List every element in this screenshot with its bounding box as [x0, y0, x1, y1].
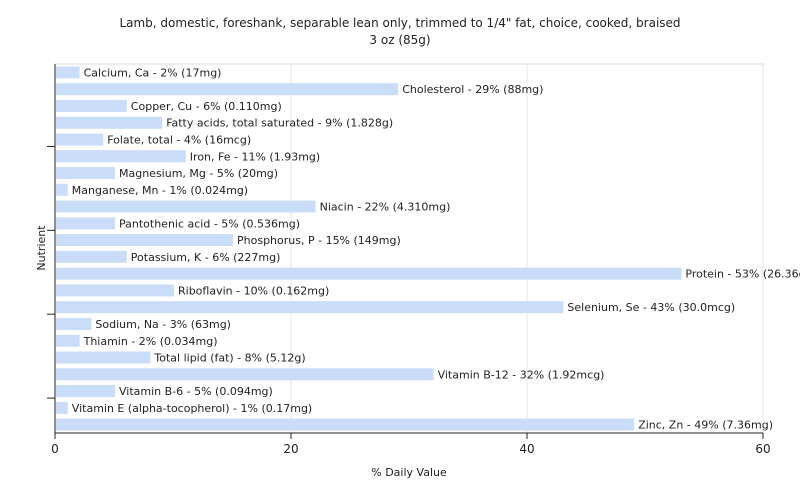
bar-label: Calcium, Ca - 2% (17mg) [84, 66, 222, 79]
bar [56, 385, 115, 398]
x-axis-title: % Daily Value [371, 466, 447, 479]
bar [56, 133, 104, 146]
bar-label: Manganese, Mn - 1% (0.024mg) [72, 184, 248, 197]
bar-label: Thiamin - 2% (0.034mg) [83, 335, 218, 348]
bar [56, 200, 316, 213]
bar-label: Iron, Fe - 11% (1.93mg) [190, 150, 320, 163]
bar [56, 183, 68, 196]
bar [56, 401, 68, 414]
bar [56, 301, 564, 314]
bar-label: Copper, Cu - 6% (0.110mg) [131, 100, 282, 113]
bar [56, 167, 115, 180]
bar-label: Vitamin B-12 - 32% (1.92mcg) [438, 368, 605, 381]
bar-label: Fatty acids, total saturated - 9% (1.828… [166, 117, 393, 130]
chart-subtitle: 3 oz (85g) [369, 33, 430, 47]
chart-title: Lamb, domestic, foreshank, separable lea… [119, 16, 680, 30]
x-tick-label: 0 [51, 442, 59, 456]
bar [56, 267, 682, 280]
y-axis-title: Nutrient [35, 225, 48, 271]
bar-label: Niacin - 22% (4.310mg) [320, 201, 451, 214]
bar [56, 418, 635, 431]
bar-label: Riboflavin - 10% (0.162mg) [178, 284, 329, 297]
bars: Calcium, Ca - 2% (17mg) Cholesterol - 29%… [56, 66, 800, 432]
bar-label: Pantothenic acid - 5% (0.536mg) [119, 217, 300, 230]
axes: 0 20 40 60 [47, 64, 771, 456]
bar-label: Potassium, K - 6% (227mg) [131, 251, 281, 264]
bar-label: Zinc, Zn - 49% (7.36mg) [638, 419, 773, 432]
bar [56, 116, 163, 129]
bar [56, 83, 399, 96]
bar [56, 234, 233, 247]
bar [56, 351, 151, 364]
bar-label: Phosphorus, P - 15% (149mg) [237, 234, 401, 247]
x-tick-label: 20 [283, 442, 298, 456]
bar-label: Cholesterol - 29% (88mg) [402, 83, 543, 96]
bar [56, 99, 127, 112]
bar [56, 368, 434, 381]
bar-label: Selenium, Se - 43% (30.0mcg) [567, 301, 735, 314]
bar [56, 334, 80, 347]
bar [56, 317, 92, 330]
bar [56, 250, 127, 263]
x-tick-label: 40 [519, 442, 534, 456]
bar-label: Vitamin E (alpha-tocopherol) - 1% (0.17m… [72, 402, 312, 415]
bar [56, 150, 186, 163]
bar-label: Folate, total - 4% (16mcg) [107, 133, 251, 146]
bar-label: Protein - 53% (26.36g) [685, 268, 800, 281]
x-tick-label: 60 [755, 442, 770, 456]
bar-label: Magnesium, Mg - 5% (20mg) [119, 167, 278, 180]
bar [56, 284, 174, 297]
bar [56, 217, 115, 230]
bar-label: Vitamin B-6 - 5% (0.094mg) [119, 385, 273, 398]
bar-label: Total lipid (fat) - 8% (5.12g) [153, 352, 305, 365]
bar-label: Sodium, Na - 3% (63mg) [95, 318, 231, 331]
bar [56, 66, 80, 79]
